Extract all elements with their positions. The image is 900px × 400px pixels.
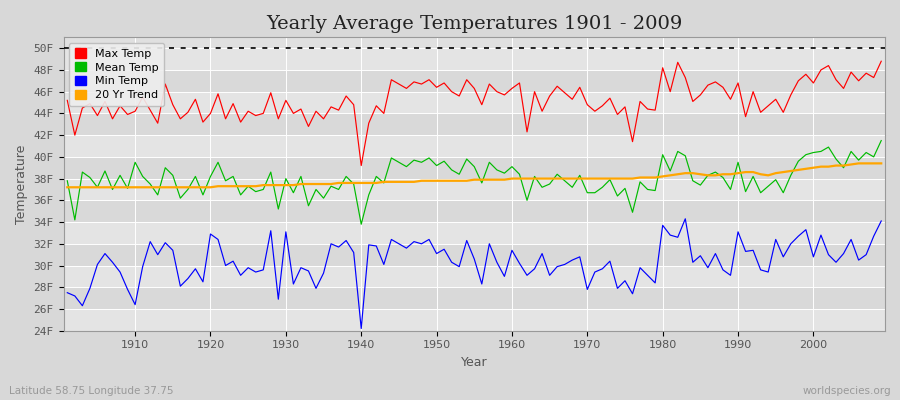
Text: Latitude 58.75 Longitude 37.75: Latitude 58.75 Longitude 37.75 bbox=[9, 386, 174, 396]
Bar bbox=[64, 70, 885, 92]
Bar bbox=[64, 244, 885, 266]
Bar bbox=[64, 266, 885, 287]
Bar bbox=[64, 157, 885, 178]
Bar bbox=[64, 309, 885, 331]
Bar bbox=[64, 135, 885, 157]
Text: worldspecies.org: worldspecies.org bbox=[803, 386, 891, 396]
Legend: Max Temp, Mean Temp, Min Temp, 20 Yr Trend: Max Temp, Mean Temp, Min Temp, 20 Yr Tre… bbox=[69, 43, 164, 106]
Bar bbox=[64, 113, 885, 135]
Y-axis label: Temperature: Temperature bbox=[15, 144, 28, 224]
Bar bbox=[64, 178, 885, 200]
X-axis label: Year: Year bbox=[461, 356, 488, 369]
Bar bbox=[64, 200, 885, 222]
Bar bbox=[64, 92, 885, 113]
Bar bbox=[64, 48, 885, 70]
Bar bbox=[64, 222, 885, 244]
Bar bbox=[64, 287, 885, 309]
Title: Yearly Average Temperatures 1901 - 2009: Yearly Average Temperatures 1901 - 2009 bbox=[266, 15, 682, 33]
